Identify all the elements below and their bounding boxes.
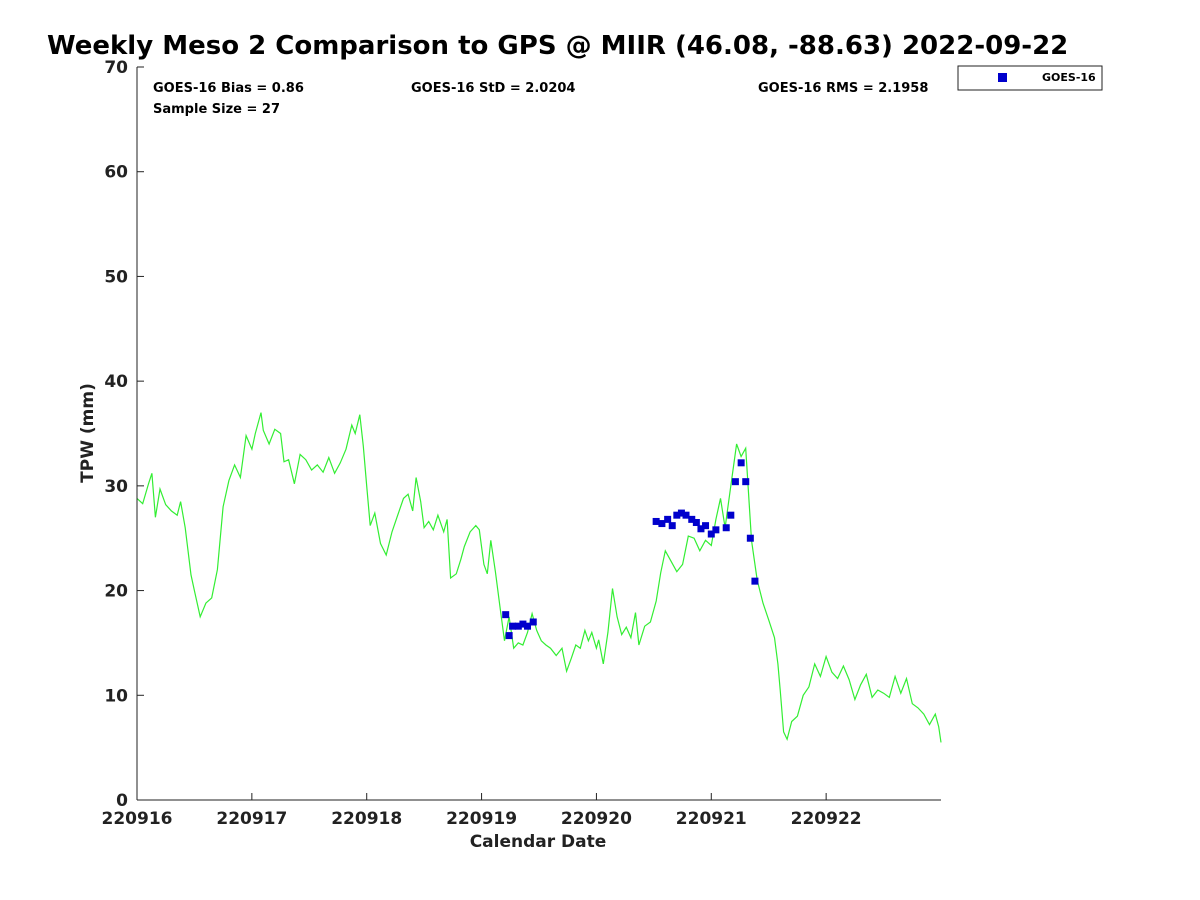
goes16-point xyxy=(664,515,672,523)
goes16-point xyxy=(668,522,676,530)
y-tick-label: 50 xyxy=(104,267,128,287)
x-tick-label: 220920 xyxy=(561,809,632,829)
y-tick-label: 70 xyxy=(104,58,128,78)
y-tick-label: 0 xyxy=(116,791,128,811)
x-tick-label: 220922 xyxy=(791,809,862,829)
y-tick-label: 30 xyxy=(104,477,128,497)
x-tick-label: 220919 xyxy=(446,809,517,829)
axes xyxy=(136,67,941,801)
plot-content xyxy=(136,412,942,743)
goes16-point xyxy=(712,526,720,534)
y-ticks: 0 10 20 30 40 50 60 70 xyxy=(104,58,144,811)
goes16-point xyxy=(524,622,532,630)
sample-size-stat: Sample Size = 27 xyxy=(153,102,280,117)
goes16-point xyxy=(658,520,666,528)
y-tick-label: 40 xyxy=(104,372,128,392)
legend-box xyxy=(957,65,1103,91)
goes16-point xyxy=(722,524,730,532)
y-tick-label: 60 xyxy=(104,163,128,183)
y-tick-label: 10 xyxy=(104,686,128,706)
y-tick-label: 20 xyxy=(104,582,128,602)
y-axis-label: TPW (mm) xyxy=(78,383,98,483)
legend-marker-goes16 xyxy=(998,73,1007,82)
x-ticks: 220916 220917 220918 220919 220920 220921 2209… xyxy=(102,793,862,829)
goes16-point xyxy=(509,622,517,630)
x-tick-label: 220916 xyxy=(102,809,173,829)
x-tick-label: 220918 xyxy=(331,809,402,829)
goes16-point xyxy=(692,519,700,527)
goes16-point xyxy=(707,530,715,538)
goes16-point xyxy=(746,534,754,542)
std-stat: GOES-16 StD = 2.0204 xyxy=(411,81,575,96)
x-tick-label: 220917 xyxy=(216,809,287,829)
goes16-point xyxy=(502,611,510,619)
goes16-point xyxy=(514,622,522,630)
goes16-point xyxy=(751,577,759,585)
goes16-point xyxy=(697,525,705,533)
legend-label-goes16: GOES-16 xyxy=(1042,71,1096,84)
goes16-point xyxy=(742,478,750,486)
goes16-point xyxy=(731,478,739,486)
plot-area xyxy=(137,67,941,800)
x-axis-label: Calendar Date xyxy=(470,832,607,852)
goes16-point xyxy=(737,459,745,467)
goes16-point xyxy=(519,620,527,628)
x-tick-label: 220921 xyxy=(676,809,747,829)
goes16-point xyxy=(652,517,660,525)
goes16-point xyxy=(673,511,681,519)
legend: GOES-16 xyxy=(957,65,1103,91)
stats-annotations: GOES-16 Bias = 0.86 GOES-16 StD = 2.0204… xyxy=(153,81,928,117)
goes16-point xyxy=(529,618,537,626)
goes16-point xyxy=(682,511,690,519)
goes16-point xyxy=(727,511,735,519)
rms-stat: GOES-16 RMS = 2.1958 xyxy=(758,81,928,96)
goes16-point xyxy=(677,509,685,517)
gps-tpw-line xyxy=(136,412,942,743)
chart-title: Weekly Meso 2 Comparison to GPS @ MIIR (… xyxy=(47,31,1068,61)
goes16-point xyxy=(688,515,696,523)
goes16-point xyxy=(702,522,710,530)
bias-stat: GOES-16 Bias = 0.86 xyxy=(153,81,304,96)
goes16-point xyxy=(505,632,513,640)
